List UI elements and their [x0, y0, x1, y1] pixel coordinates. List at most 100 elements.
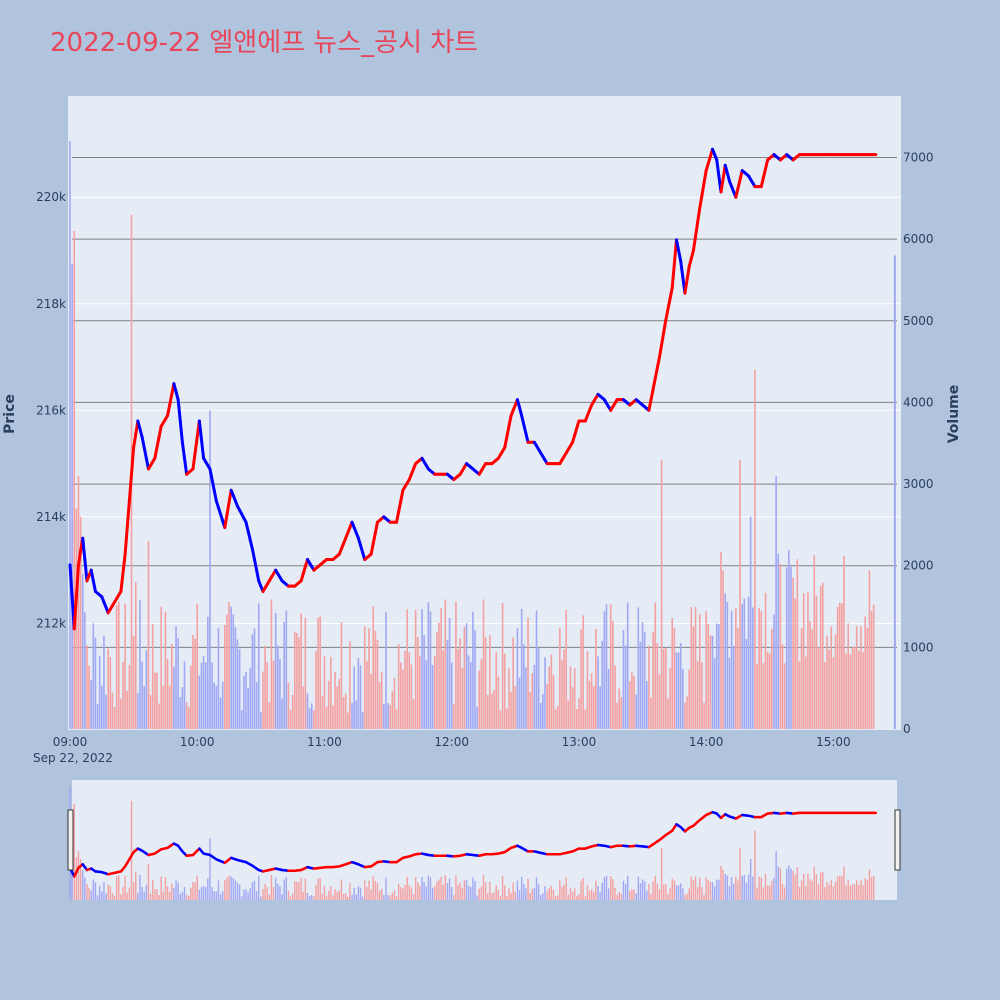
mini-volume-bar — [766, 885, 769, 900]
volume-bar — [260, 711, 262, 729]
volume-bar — [811, 629, 813, 729]
mini-volume-bar — [285, 877, 287, 900]
volume-bar — [310, 703, 313, 729]
time-tick-label: 12:00 — [434, 735, 469, 749]
volume-bar — [826, 635, 828, 729]
mini-volume-bar — [349, 883, 351, 900]
volume-bar — [671, 618, 674, 729]
mini-volume-bar — [582, 878, 584, 900]
mini-volume-bar — [287, 891, 290, 900]
mini-volume-bar — [476, 895, 478, 900]
volume-bar — [427, 602, 430, 729]
mini-volume-bar — [347, 896, 349, 900]
mini-volume-bar — [626, 875, 629, 900]
volume-bar — [501, 602, 504, 729]
volume-bar — [132, 635, 135, 729]
price-segment — [89, 568, 95, 583]
volume-bar — [357, 658, 360, 729]
time-tick-label: 13:00 — [562, 735, 597, 749]
volume-bar — [366, 661, 368, 729]
mini-volume-bar — [807, 873, 809, 900]
mini-volume-bar — [860, 880, 862, 900]
mini-volume-bar — [629, 890, 631, 900]
volume-bar — [592, 686, 595, 729]
price-segment — [74, 563, 80, 599]
volume-bar — [378, 682, 381, 729]
volume-bar — [190, 665, 192, 729]
mini-volume-bar — [364, 880, 366, 900]
volume-bar — [69, 141, 71, 730]
volume-bar — [308, 708, 311, 729]
volume-bar — [533, 664, 536, 729]
volume-bar — [154, 672, 156, 729]
mini-volume-bar — [512, 882, 514, 900]
volume-bar — [359, 665, 362, 729]
volume-bar — [641, 622, 644, 729]
volume-bar — [522, 644, 525, 729]
volume-bar — [215, 685, 218, 729]
volume-bar — [499, 710, 502, 729]
mini-volume-bar — [410, 887, 413, 900]
mini-volume-bar — [472, 877, 474, 900]
volume-bar — [296, 632, 298, 729]
price-segment — [72, 595, 78, 631]
volume-bar — [402, 669, 404, 729]
volume-bar — [832, 657, 835, 729]
mini-volume-bar — [344, 893, 347, 900]
volume-bar — [448, 617, 451, 729]
mini-volume-bar — [648, 883, 650, 900]
price-segment — [666, 296, 672, 311]
volume-bar — [565, 609, 567, 729]
price-segment — [702, 169, 708, 185]
price-segment — [715, 158, 721, 178]
volume-bar — [586, 651, 589, 729]
mini-volume-bar — [115, 876, 118, 900]
mini-volume-bar — [221, 890, 224, 900]
mini-volume-bar — [743, 874, 746, 900]
mini-volume-bar — [361, 896, 364, 900]
volume-bar — [349, 641, 351, 729]
mini-volume-bar — [737, 880, 739, 900]
range-slider-right-handle[interactable] — [894, 809, 901, 871]
price-segment — [83, 558, 89, 583]
volume-bar — [179, 697, 182, 729]
time-axis: 09:00 10:00 11:00 12:00 13:00 14:00 15:00 — [53, 735, 851, 749]
range-slider-price — [68, 810, 878, 878]
volume-bar — [149, 695, 152, 729]
range-slider-left-handle[interactable] — [67, 809, 74, 871]
volume-bar — [77, 475, 80, 729]
mini-volume-bar — [658, 889, 661, 900]
mini-volume-bar — [868, 869, 871, 900]
mini-volume-bar — [442, 884, 444, 900]
mini-volume-bar — [226, 877, 228, 900]
mini-volume-bar — [171, 883, 173, 900]
volume-bar — [739, 459, 741, 729]
volume-bar — [478, 670, 481, 729]
range-slider[interactable] — [72, 780, 897, 900]
mini-volume-bar — [590, 889, 593, 900]
mini-volume-bar — [270, 875, 273, 900]
mini-volume-bar — [718, 879, 720, 900]
volume-bar — [701, 662, 703, 729]
mini-volume-bar — [404, 884, 406, 900]
mini-volume-bar — [828, 884, 830, 900]
mini-volume-bar — [387, 895, 389, 900]
mini-volume-bar — [406, 876, 408, 900]
mini-volume-bar — [289, 896, 292, 900]
price-gridlines — [68, 196, 901, 624]
volume-bar — [694, 606, 697, 729]
mini-volume-bar — [96, 895, 99, 900]
volume-bar — [860, 626, 862, 729]
volume-bar — [363, 626, 366, 729]
price-segment — [140, 435, 146, 450]
mini-volume-bar — [232, 877, 234, 900]
price-segment — [399, 488, 405, 503]
mini-volume-bar — [696, 886, 699, 900]
volume-bar — [306, 693, 309, 729]
volume-bar — [175, 625, 177, 729]
volume-bar — [552, 674, 555, 729]
mini-volume-bar — [595, 880, 597, 900]
volume-bar — [416, 637, 419, 729]
mini-volume-bar — [707, 879, 709, 900]
mini-volume-bar — [207, 878, 209, 900]
